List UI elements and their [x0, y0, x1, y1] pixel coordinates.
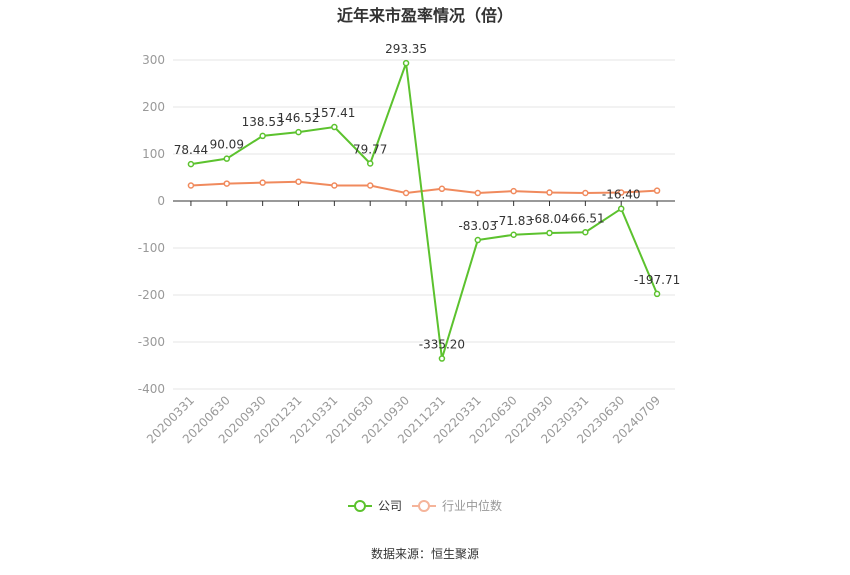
industry-median-line	[190, 180, 658, 195]
company-point[interactable]	[653, 290, 661, 298]
company-point[interactable]	[187, 160, 195, 168]
company-point[interactable]	[617, 205, 625, 212]
company-data-label: -68.04	[530, 212, 569, 226]
legend-company-label: 公司	[378, 499, 402, 513]
company-point[interactable]	[366, 160, 374, 167]
company-data-label: -83.03	[458, 219, 497, 233]
y-tick-label: -400	[138, 382, 165, 396]
chart-title: 近年来市盈率情况（倍）	[337, 6, 513, 25]
legend-industry-label: 行业中位数	[442, 498, 502, 513]
company-point[interactable]	[546, 229, 553, 237]
industry-median-point[interactable]	[402, 189, 410, 197]
company-data-label: 293.35	[385, 42, 427, 56]
industry-median-point[interactable]	[223, 180, 231, 187]
industry-median-point[interactable]	[510, 187, 517, 195]
company-point[interactable]	[295, 128, 302, 136]
y-tick-label: -100	[138, 241, 165, 255]
company-point[interactable]	[510, 231, 517, 239]
y-axis-ticks: 300 200 100 0 -100 -200 -300 -400	[138, 53, 165, 396]
company-data-label: -335.20	[419, 338, 465, 352]
company-data-label: 146.52	[278, 111, 320, 125]
y-tick-label: -200	[138, 288, 165, 302]
industry-median-point[interactable]	[438, 185, 446, 193]
data-source: 数据来源：恒生聚源	[371, 546, 479, 561]
y-tick-label: 300	[142, 53, 165, 67]
y-tick-label: -300	[138, 335, 165, 349]
company-point[interactable]	[582, 229, 589, 236]
company-point[interactable]	[331, 123, 338, 131]
industry-median-point[interactable]	[259, 179, 266, 186]
company-line	[190, 62, 658, 359]
industry-median-point[interactable]	[295, 178, 302, 185]
legend[interactable]: 公司 行业中位数	[348, 498, 502, 513]
legend-item-industry[interactable]: 行业中位数	[412, 498, 502, 513]
industry-median-point[interactable]	[582, 189, 589, 197]
y-tick-label: 0	[157, 194, 165, 208]
industry-median-point[interactable]	[474, 189, 482, 197]
industry-median-point[interactable]	[331, 182, 338, 189]
company-data-label: 79.77	[353, 143, 387, 157]
industry-median-series	[187, 178, 661, 197]
grid-lines	[173, 59, 675, 390]
company-data-label: 157.41	[313, 106, 355, 120]
industry-median-point[interactable]	[617, 189, 625, 196]
y-tick-label: 100	[142, 147, 165, 161]
company-data-label: -71.83	[494, 214, 533, 228]
x-axis: 2020033120200630202009302020123120210331…	[144, 200, 675, 446]
company-point[interactable]	[223, 155, 231, 162]
industry-median-point[interactable]	[187, 182, 195, 189]
legend-company-marker	[354, 500, 366, 512]
company-data-label: -16.40	[602, 188, 641, 202]
company-data-label: 90.09	[210, 138, 244, 152]
company-data-label: -197.71	[634, 273, 680, 287]
company-point[interactable]	[402, 59, 410, 67]
company-point[interactable]	[259, 132, 266, 140]
company-data-label: 138.53	[242, 115, 284, 129]
industry-median-point[interactable]	[653, 187, 661, 194]
company-point[interactable]	[438, 355, 446, 362]
y-tick-label: 200	[142, 100, 165, 114]
industry-median-point[interactable]	[366, 182, 374, 189]
industry-median-point[interactable]	[546, 189, 553, 196]
legend-industry-marker	[418, 500, 430, 512]
company-data-label: 78.44	[174, 143, 208, 157]
company-series	[187, 59, 661, 362]
company-data-label: -66.51	[566, 211, 605, 225]
legend-item-company[interactable]: 公司	[348, 499, 402, 513]
company-point[interactable]	[474, 236, 482, 244]
